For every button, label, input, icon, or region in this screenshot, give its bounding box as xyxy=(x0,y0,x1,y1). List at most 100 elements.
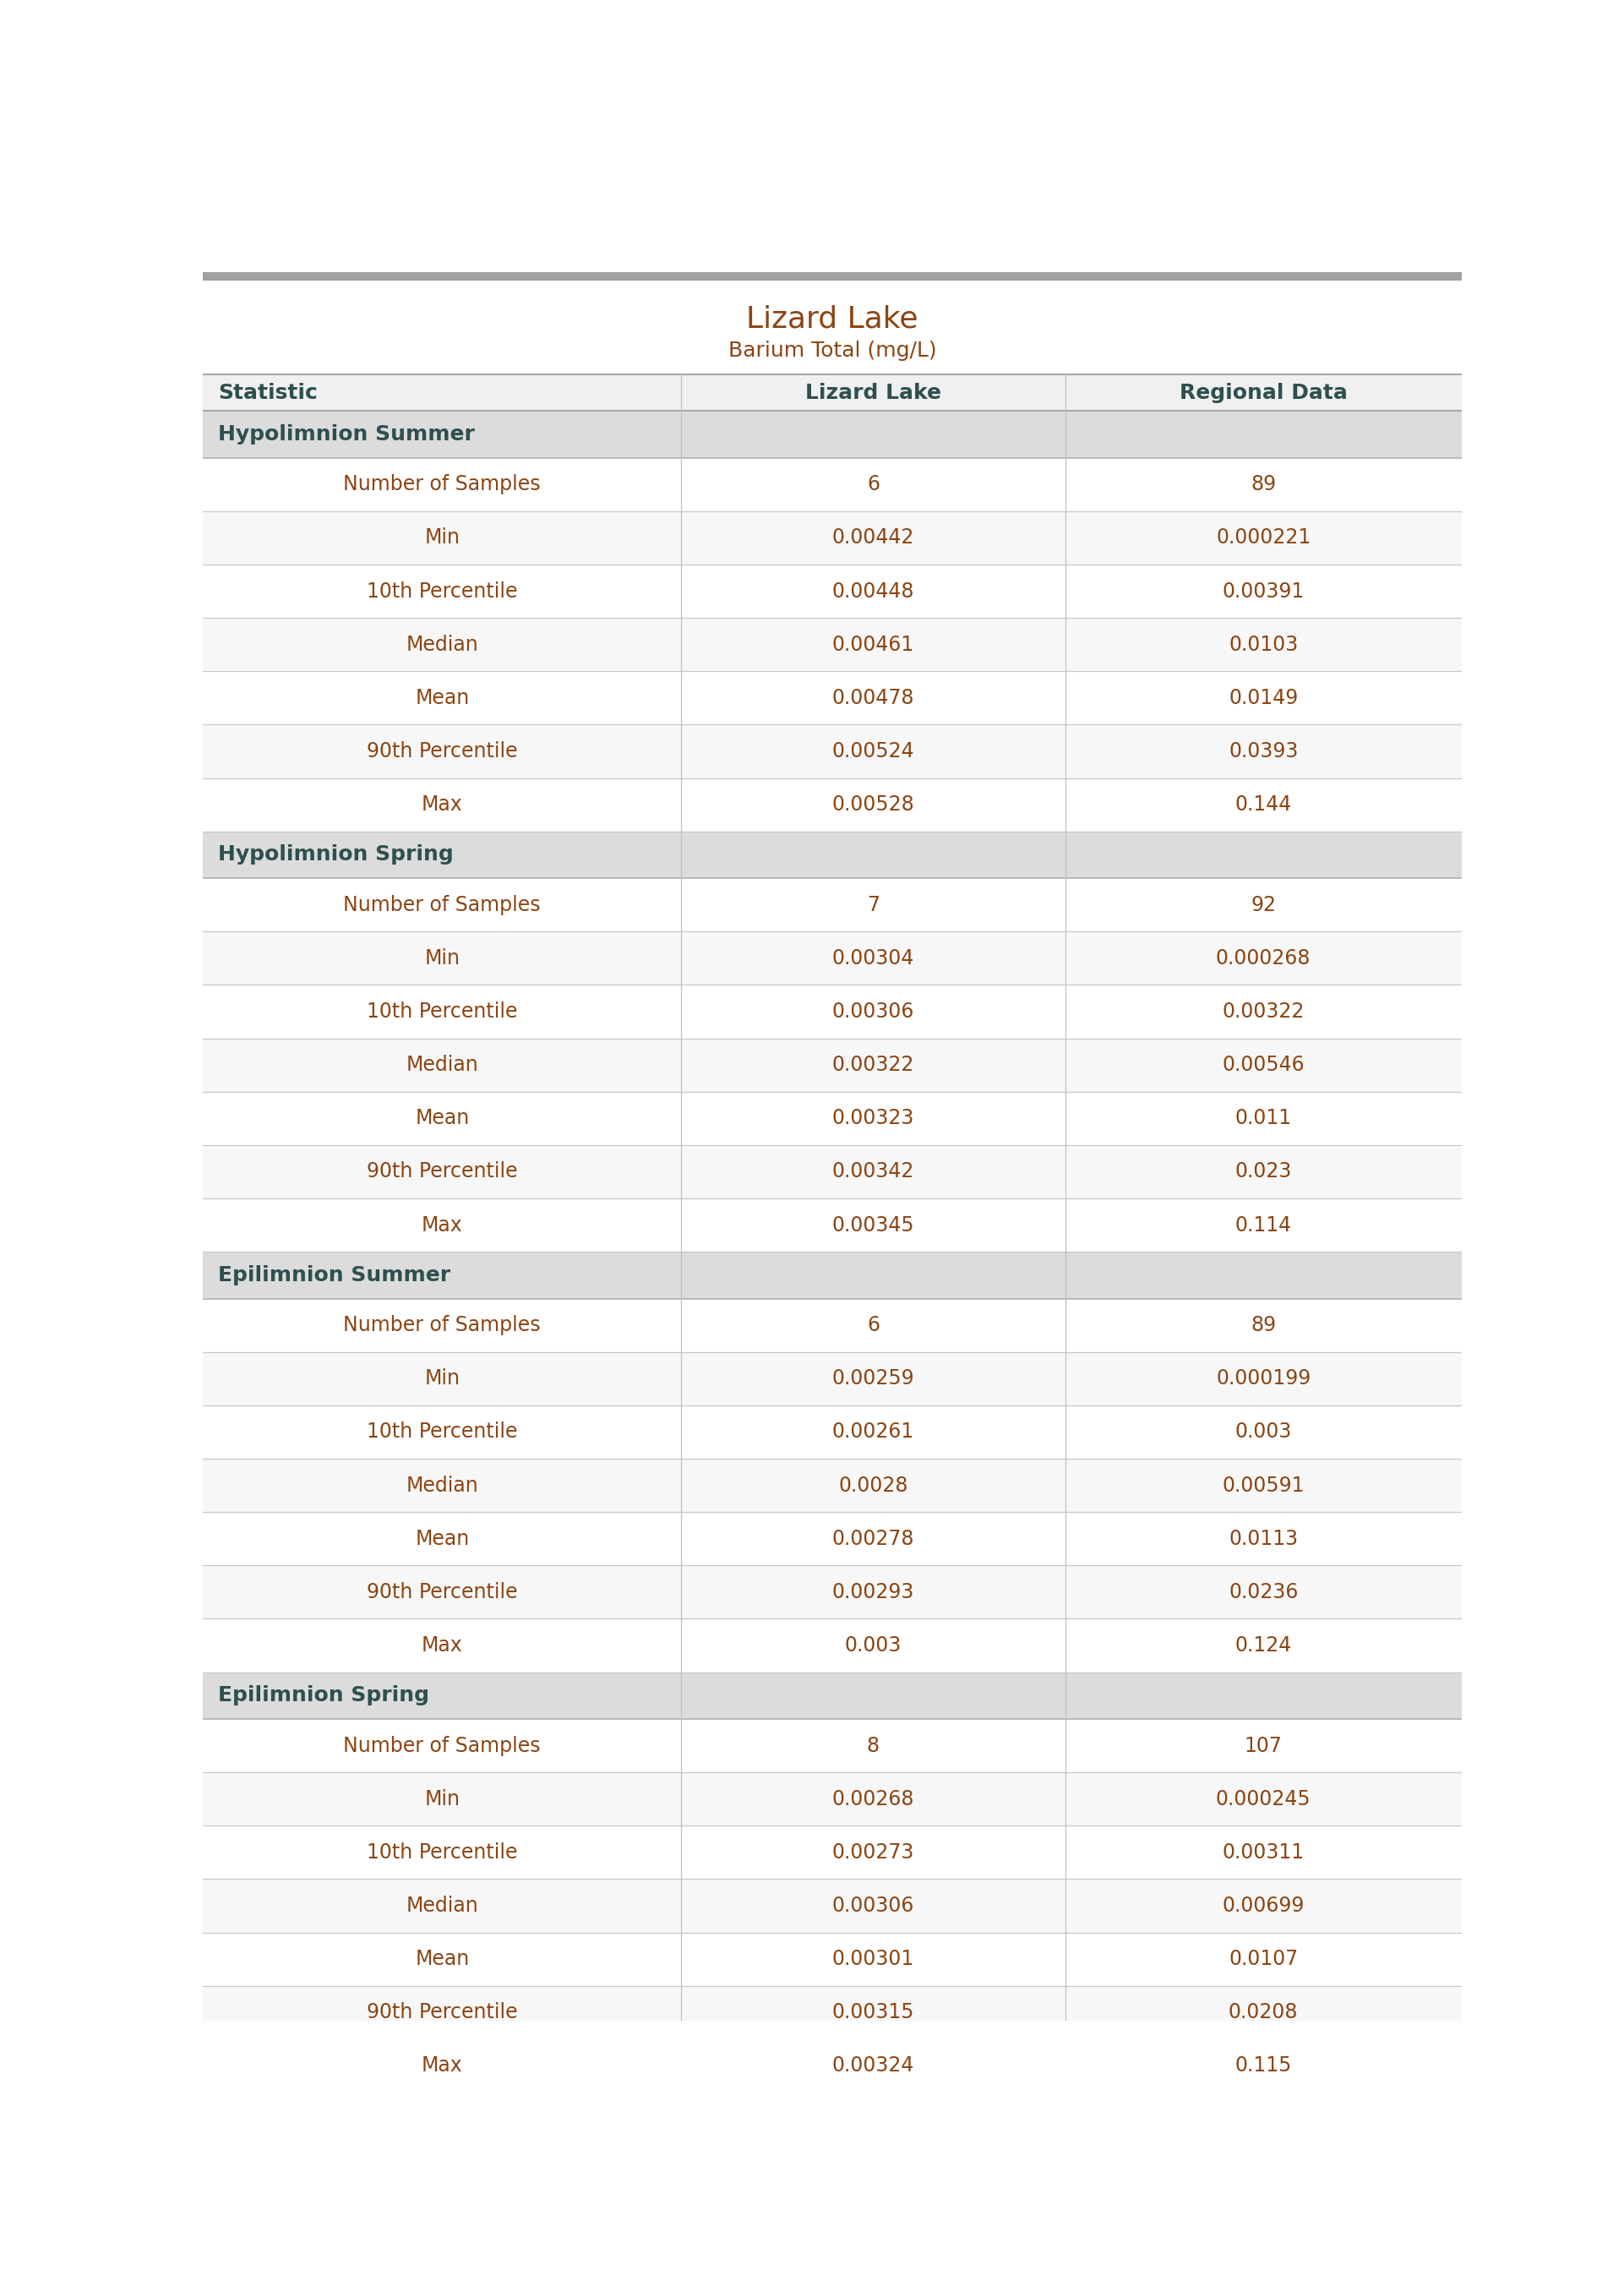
Text: 0.0107: 0.0107 xyxy=(1229,1950,1298,1970)
Bar xyxy=(203,1986,1462,2038)
Bar xyxy=(203,1298,1462,1353)
Text: Barium Total (mg/L): Barium Total (mg/L) xyxy=(728,340,937,361)
Text: 0.00306: 0.00306 xyxy=(831,1001,914,1022)
Text: 0.0028: 0.0028 xyxy=(838,1476,908,1496)
Bar xyxy=(203,672,1462,724)
Text: 0.00345: 0.00345 xyxy=(831,1214,914,1235)
Bar xyxy=(203,1566,1462,1619)
Bar xyxy=(203,1460,1462,1512)
Text: 0.00323: 0.00323 xyxy=(831,1108,914,1128)
Text: Hypolimnion Summer: Hypolimnion Summer xyxy=(218,424,474,445)
Text: 0.115: 0.115 xyxy=(1234,2057,1291,2077)
Text: 90th Percentile: 90th Percentile xyxy=(367,1162,518,1183)
Bar xyxy=(203,2038,1462,2093)
Text: 0.144: 0.144 xyxy=(1234,794,1291,815)
Text: 0.011: 0.011 xyxy=(1234,1108,1291,1128)
Bar xyxy=(203,831,1462,878)
Text: 0.003: 0.003 xyxy=(844,1634,901,1655)
Bar xyxy=(203,375,1462,411)
Text: 0.00528: 0.00528 xyxy=(831,794,914,815)
Text: 0.0113: 0.0113 xyxy=(1229,1528,1298,1548)
Text: 0.000199: 0.000199 xyxy=(1216,1369,1311,1389)
Text: Median: Median xyxy=(406,1056,479,1076)
Text: Number of Samples: Number of Samples xyxy=(343,894,541,915)
Bar xyxy=(203,1199,1462,1251)
Text: 89: 89 xyxy=(1250,1314,1276,1335)
Text: Median: Median xyxy=(406,1476,479,1496)
Text: Mean: Mean xyxy=(416,688,469,708)
Text: 0.0149: 0.0149 xyxy=(1229,688,1298,708)
Text: 0.00268: 0.00268 xyxy=(831,1789,914,1809)
Text: 0.114: 0.114 xyxy=(1234,1214,1291,1235)
Bar xyxy=(203,1144,1462,1199)
Text: 0.023: 0.023 xyxy=(1234,1162,1291,1183)
Text: 0.0236: 0.0236 xyxy=(1229,1582,1298,1603)
Bar xyxy=(203,272,1462,281)
Bar xyxy=(203,878,1462,931)
Bar xyxy=(203,1512,1462,1566)
Text: 0.00324: 0.00324 xyxy=(831,2057,914,2077)
Text: 0.0393: 0.0393 xyxy=(1229,742,1298,760)
Text: Number of Samples: Number of Samples xyxy=(343,1314,541,1335)
Text: 0.00306: 0.00306 xyxy=(831,1895,914,1916)
Text: 0.00304: 0.00304 xyxy=(831,949,914,969)
Bar xyxy=(203,565,1462,617)
Text: Max: Max xyxy=(422,1214,463,1235)
Bar xyxy=(203,1773,1462,1825)
Text: 0.00261: 0.00261 xyxy=(831,1421,914,1441)
Text: 0.00315: 0.00315 xyxy=(831,2002,914,2023)
Bar xyxy=(203,724,1462,779)
Bar xyxy=(203,779,1462,831)
Text: 0.00442: 0.00442 xyxy=(831,527,914,547)
Bar xyxy=(203,617,1462,672)
Bar xyxy=(203,1718,1462,1773)
Text: Number of Samples: Number of Samples xyxy=(343,474,541,495)
Text: 6: 6 xyxy=(867,1314,880,1335)
Text: 10th Percentile: 10th Percentile xyxy=(367,1421,518,1441)
Text: 90th Percentile: 90th Percentile xyxy=(367,1582,518,1603)
Bar xyxy=(203,459,1462,511)
Text: 0.00278: 0.00278 xyxy=(831,1528,914,1548)
Text: 107: 107 xyxy=(1244,1737,1283,1755)
Text: 89: 89 xyxy=(1250,474,1276,495)
Text: 0.00461: 0.00461 xyxy=(831,636,914,654)
Bar xyxy=(203,1405,1462,1460)
Text: 0.00478: 0.00478 xyxy=(831,688,914,708)
Text: Median: Median xyxy=(406,1895,479,1916)
Bar xyxy=(203,1092,1462,1144)
Text: 0.000268: 0.000268 xyxy=(1216,949,1311,969)
Text: 0.00322: 0.00322 xyxy=(831,1056,914,1076)
Text: Min: Min xyxy=(424,949,460,969)
Bar xyxy=(203,1619,1462,1673)
Text: 0.00391: 0.00391 xyxy=(1223,581,1304,602)
Text: Number of Samples: Number of Samples xyxy=(343,1737,541,1755)
Text: 7: 7 xyxy=(867,894,880,915)
Text: 0.00699: 0.00699 xyxy=(1223,1895,1304,1916)
Text: Max: Max xyxy=(422,2057,463,2077)
Text: 0.0103: 0.0103 xyxy=(1229,636,1298,654)
Text: Hypolimnion Spring: Hypolimnion Spring xyxy=(218,844,453,865)
Text: 0.00524: 0.00524 xyxy=(831,742,914,760)
Text: 0.003: 0.003 xyxy=(1234,1421,1291,1441)
Text: 10th Percentile: 10th Percentile xyxy=(367,1843,518,1864)
Text: Min: Min xyxy=(424,527,460,547)
Text: 10th Percentile: 10th Percentile xyxy=(367,1001,518,1022)
Text: 10th Percentile: 10th Percentile xyxy=(367,581,518,602)
Text: Statistic: Statistic xyxy=(218,384,318,404)
Bar xyxy=(203,1251,1462,1298)
Text: 0.000221: 0.000221 xyxy=(1216,527,1311,547)
Text: 0.00342: 0.00342 xyxy=(831,1162,914,1183)
Text: 0.00448: 0.00448 xyxy=(831,581,914,602)
Text: 0.00322: 0.00322 xyxy=(1223,1001,1304,1022)
Text: 0.00259: 0.00259 xyxy=(831,1369,914,1389)
Text: 90th Percentile: 90th Percentile xyxy=(367,742,518,760)
Bar xyxy=(203,511,1462,565)
Text: 92: 92 xyxy=(1250,894,1276,915)
Bar xyxy=(203,1037,1462,1092)
Bar xyxy=(203,1932,1462,1986)
Bar xyxy=(203,931,1462,985)
Text: Regional Data: Regional Data xyxy=(1179,384,1348,404)
Bar xyxy=(203,1673,1462,1718)
Text: 6: 6 xyxy=(867,474,880,495)
Bar xyxy=(203,1353,1462,1405)
